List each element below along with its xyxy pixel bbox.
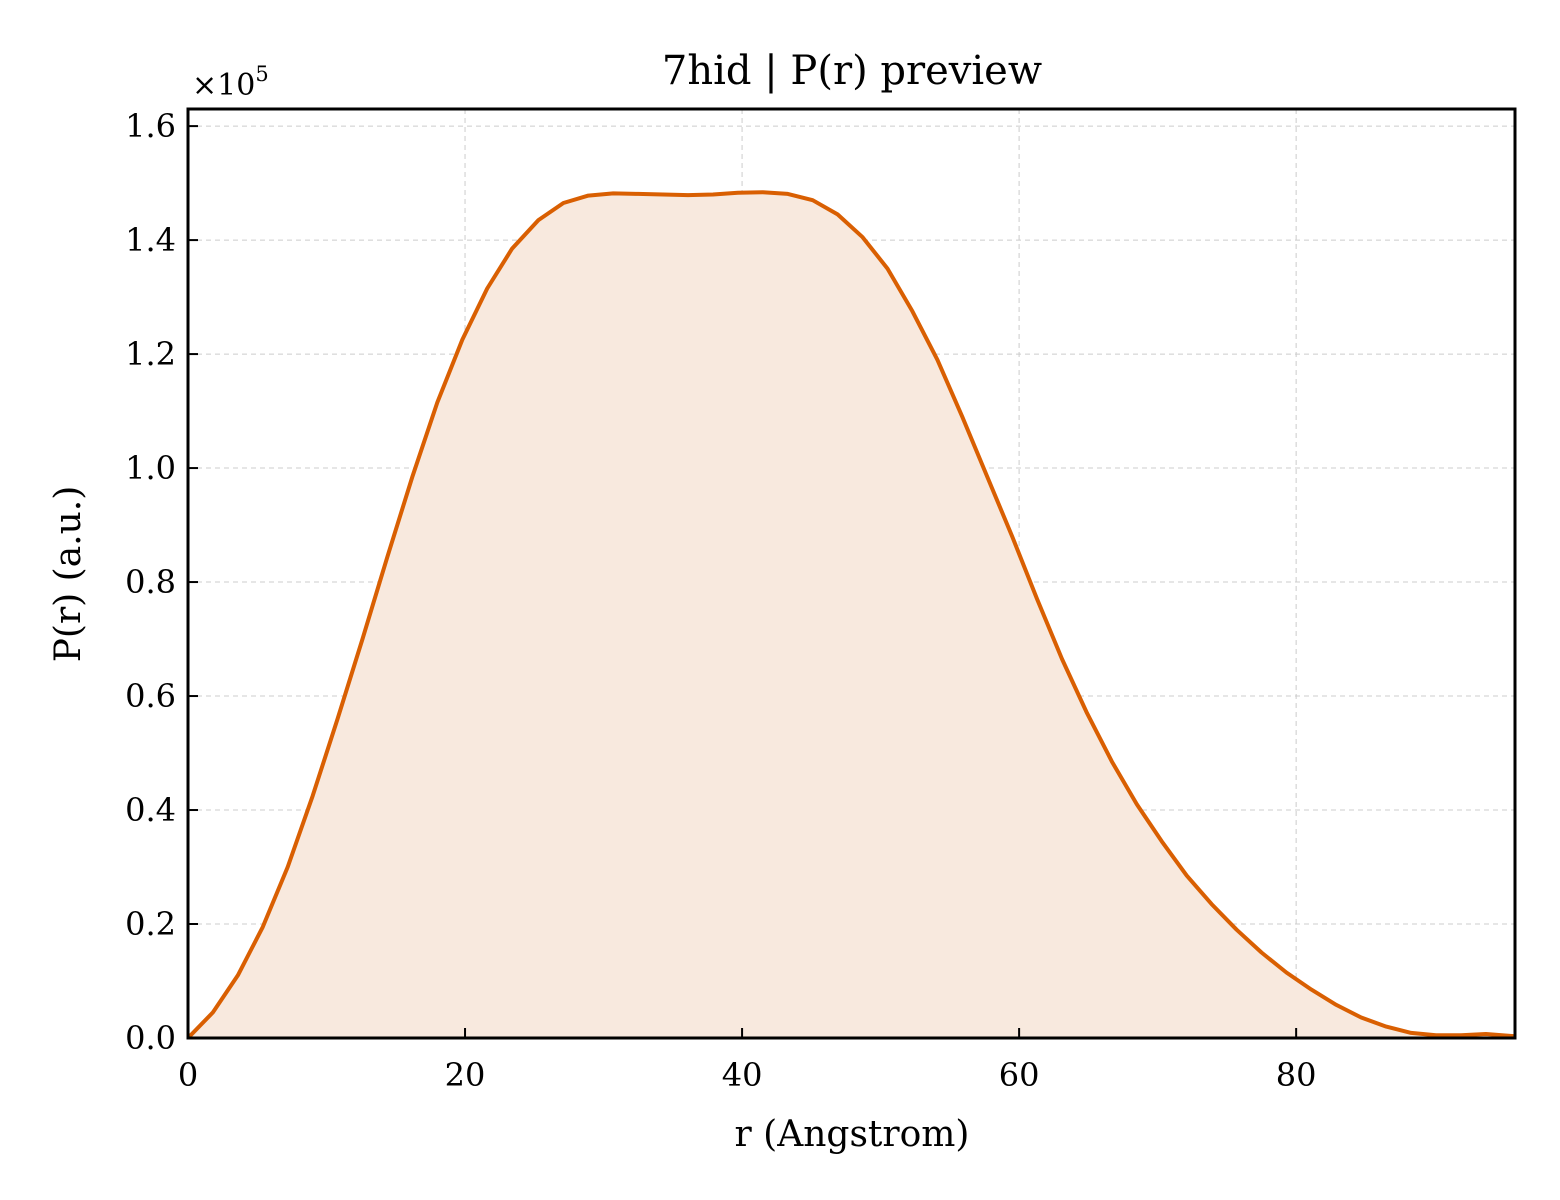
y-tick-label: 1.6 bbox=[125, 107, 176, 145]
x-axis-label: r (Angstrom) bbox=[735, 1114, 970, 1155]
x-tick-label: 20 bbox=[445, 1056, 486, 1094]
y-tick-label: 0.2 bbox=[125, 905, 176, 943]
x-tick-label: 0 bbox=[178, 1056, 198, 1094]
y-tick-label: 0.0 bbox=[125, 1019, 176, 1057]
y-tick-label: 1.4 bbox=[125, 221, 176, 259]
pr-area-fill bbox=[188, 192, 1515, 1038]
y-tick-label: 0.8 bbox=[125, 563, 176, 601]
plot-frame bbox=[186, 107, 1517, 1040]
axis-ticks: 0 20 40 60 80 0.0 0.2 0.4 0.6 0.8 1.0 1.2 1.4 1.6 bbox=[125, 107, 1316, 1094]
y-multiplier-exponent: 5 bbox=[255, 62, 268, 86]
y-multiplier-base: ×10 bbox=[192, 68, 255, 103]
x-tick-label: 60 bbox=[999, 1056, 1040, 1094]
chart-title: 7hid | P(r) preview bbox=[662, 48, 1042, 94]
y-multiplier: ×105 bbox=[192, 62, 269, 103]
pr-series-line bbox=[186, 190, 1516, 1040]
y-tick-label: 1.2 bbox=[125, 335, 176, 373]
y-tick-label: 0.6 bbox=[125, 677, 176, 715]
x-tick-label: 40 bbox=[722, 1056, 763, 1094]
y-tick-label: 0.4 bbox=[125, 791, 176, 829]
y-axis-label: P(r) (a.u.) bbox=[48, 486, 89, 663]
y-tick-label: 1.0 bbox=[125, 449, 176, 487]
x-tick-label: 80 bbox=[1276, 1056, 1317, 1094]
